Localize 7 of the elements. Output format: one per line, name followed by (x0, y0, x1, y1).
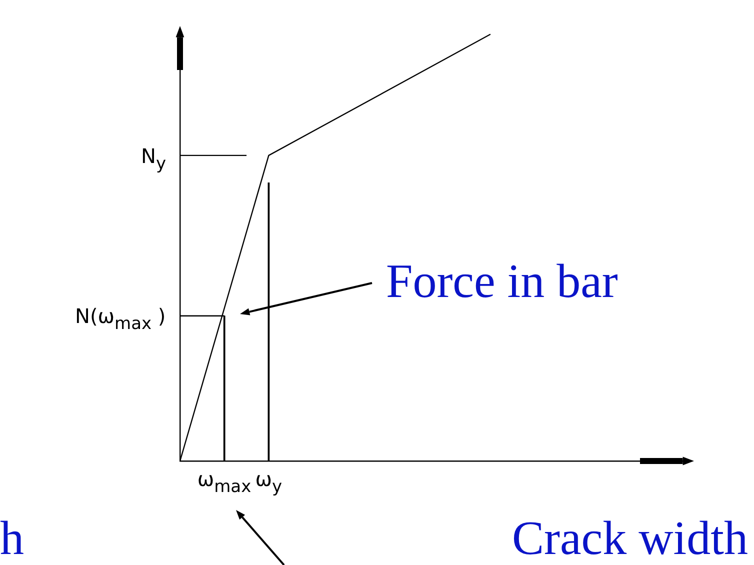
x-tick-label: ω$_{y}$ (255, 467, 282, 497)
text: N(ω$_{max}$ ) (75, 304, 166, 334)
text: Crack width (512, 512, 748, 565)
text: N$_{y}$ (141, 144, 166, 174)
annotation: Force in bar (386, 255, 618, 308)
x-tick-label: ω$_{max}$ (197, 467, 252, 497)
text: h (0, 512, 24, 565)
